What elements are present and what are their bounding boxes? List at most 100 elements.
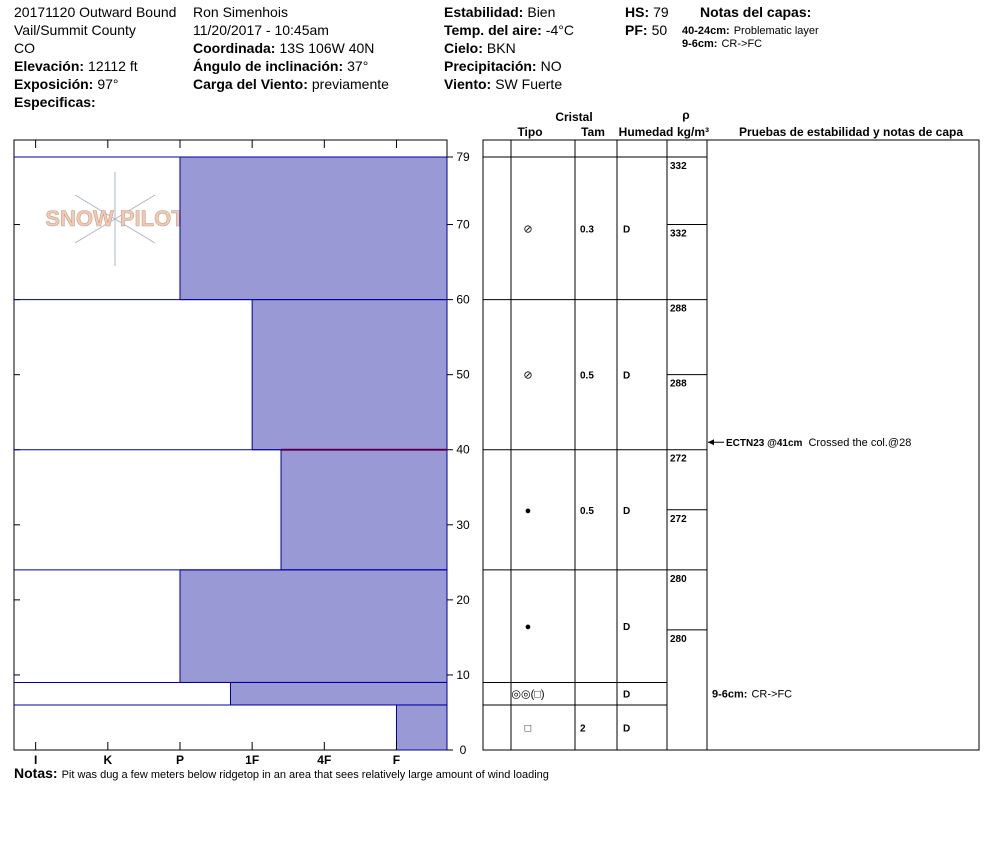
moisture: D <box>623 690 630 701</box>
field-label: Carga del Viento: <box>193 76 308 92</box>
field-value: 13S 106W 40N <box>279 40 374 56</box>
field-label: Elevación: <box>14 58 84 74</box>
header-field: Cielo: BKN <box>444 40 516 56</box>
y-tick-label: 0 <box>460 743 467 757</box>
moisture: D <box>623 371 630 382</box>
field-label: Cielo: <box>444 40 483 56</box>
field-label: Exposición: <box>14 76 93 92</box>
notes-label: Notas: <box>14 765 58 781</box>
density-value: 272 <box>670 454 687 465</box>
field-label: Temp. del aire: <box>444 22 542 38</box>
field-value: CR->FC <box>721 38 762 50</box>
header-field: Carga del Viento: previamente <box>193 76 389 92</box>
header-tests: Pruebas de estabilidad y notas de capa <box>739 125 963 139</box>
test-result: ECTN23 @41cm <box>726 438 803 449</box>
density-value: 280 <box>670 634 687 645</box>
field-label: HS: <box>625 4 649 20</box>
header-field: Estabilidad: Bien <box>444 4 555 20</box>
field-value: 11/20/2017 - 10:45am <box>193 22 329 38</box>
field-value: Problematic layer <box>734 25 819 37</box>
header-field: PF: 50 <box>625 22 667 38</box>
field-label: Ángulo de inclinación: <box>193 58 343 74</box>
field-value: 20171120 Outward Bound <box>14 4 176 20</box>
header-field: Temp. del aire: -4°C <box>444 22 574 38</box>
header-field: Especificas: <box>14 94 96 110</box>
x-tick-label: I <box>34 753 37 767</box>
grain-type: ◎◎(□) <box>511 689 544 701</box>
field-label: Estabilidad: <box>444 4 523 20</box>
header-field: HS: 79 <box>625 4 669 20</box>
header-field: Exposición: 97° <box>14 76 119 92</box>
y-tick-label: 20 <box>456 593 470 607</box>
stability-test: ECTN23 @41cm Crossed the col.@28 <box>726 437 911 449</box>
field-value: -4°C <box>546 22 574 38</box>
grain-type: ⊘ <box>523 370 532 382</box>
field-label: Coordinada: <box>193 40 275 56</box>
moisture: D <box>623 622 630 633</box>
header-field: Coordinada: 13S 106W 40N <box>193 40 374 56</box>
field-value: BKN <box>487 40 516 56</box>
field-value: Bien <box>527 4 555 20</box>
hardness-bar <box>395 704 448 751</box>
y-tick-label: 60 <box>456 293 470 307</box>
hardness-bar <box>280 449 448 571</box>
field-value: 37° <box>347 58 368 74</box>
moisture: D <box>623 723 630 734</box>
grain-type: □ <box>525 722 532 734</box>
header-field: Ron Simenhois <box>193 4 288 20</box>
field-value: 12112 ft <box>88 58 138 74</box>
header-humedad: Humedad <box>619 125 674 139</box>
layer-notes-title: Notas del capas: <box>700 4 811 20</box>
moisture: D <box>623 224 630 235</box>
header-field: 20171120 Outward Bound <box>14 4 176 20</box>
header-field: 11/20/2017 - 10:45am <box>193 22 329 38</box>
grain-type: ⊘ <box>523 223 532 235</box>
grain-type: ● <box>525 505 532 517</box>
grain-size: 0.3 <box>580 224 594 235</box>
x-tick-label: F <box>393 753 400 767</box>
field-value: Ron Simenhois <box>193 4 288 20</box>
header-field: CO <box>14 40 35 56</box>
hardness-bar <box>251 299 448 451</box>
field-label: 9-6cm: <box>682 38 717 50</box>
field-label: PF: <box>625 22 648 38</box>
field-value: CR->FC <box>751 689 792 701</box>
notes-value: Pit was dug a few meters below ridgetop … <box>62 769 549 781</box>
test-comment: Crossed the col.@28 <box>808 437 911 449</box>
table-frame <box>482 139 980 751</box>
field-value: SW Fuerte <box>495 76 562 92</box>
field-value: 50 <box>652 22 668 38</box>
grain-type: ● <box>525 621 532 633</box>
y-tick-label: 10 <box>456 668 470 682</box>
y-tick-label: 30 <box>456 518 470 532</box>
field-value: Vail/Summit County <box>14 22 136 38</box>
logo <box>74 172 156 266</box>
density-value: 332 <box>670 161 687 172</box>
y-tick-label: 79 <box>456 150 470 164</box>
x-tick-label: P <box>176 753 184 767</box>
header-field: Viento: SW Fuerte <box>444 76 562 92</box>
layer-comment: 9-6cm: CR->FC <box>712 689 792 701</box>
field-value: NO <box>541 58 562 74</box>
x-tick-label: K <box>103 753 112 767</box>
layer-note: 9-6cm: CR->FC <box>682 38 762 50</box>
test-arrowhead <box>708 439 714 446</box>
y-tick-label: 40 <box>456 443 470 457</box>
moisture: D <box>623 506 630 517</box>
field-value: 79 <box>653 4 669 20</box>
field-value: previamente <box>312 76 389 92</box>
field-label: 9-6cm: <box>712 689 747 701</box>
x-tick-label: 1F <box>245 753 259 767</box>
header-density_unit: kg/m³ <box>677 125 709 139</box>
hardness-bar <box>230 681 448 706</box>
field-label: 40-24cm: <box>682 25 730 37</box>
layer-note: 40-24cm: Problematic layer <box>682 25 819 37</box>
density-value: 288 <box>670 304 687 315</box>
field-label: Precipitación: <box>444 58 537 74</box>
header-field: Elevación: 12112 ft <box>14 58 138 74</box>
hardness-bar <box>179 569 448 683</box>
y-tick-label: 70 <box>456 218 470 232</box>
logo-text: SNOW PILOT <box>45 206 185 231</box>
field-label: Viento: <box>444 76 491 92</box>
